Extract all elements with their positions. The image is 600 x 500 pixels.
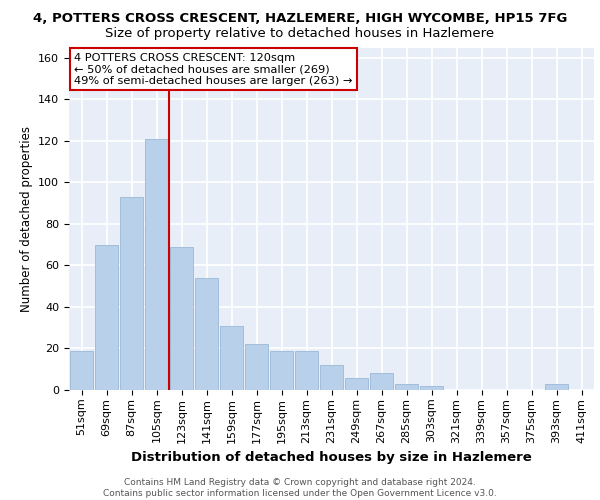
- Bar: [370, 374, 393, 390]
- Bar: [145, 139, 168, 390]
- Text: 4, POTTERS CROSS CRESCENT, HAZLEMERE, HIGH WYCOMBE, HP15 7FG: 4, POTTERS CROSS CRESCENT, HAZLEMERE, HI…: [33, 12, 567, 26]
- Bar: [170, 247, 193, 390]
- Bar: [95, 244, 118, 390]
- Bar: [245, 344, 268, 390]
- Bar: [395, 384, 418, 390]
- Bar: [120, 197, 143, 390]
- Bar: [220, 326, 243, 390]
- Y-axis label: Number of detached properties: Number of detached properties: [20, 126, 32, 312]
- Text: Size of property relative to detached houses in Hazlemere: Size of property relative to detached ho…: [106, 28, 494, 40]
- X-axis label: Distribution of detached houses by size in Hazlemere: Distribution of detached houses by size …: [131, 451, 532, 464]
- Bar: [320, 365, 343, 390]
- Bar: [545, 384, 568, 390]
- Bar: [295, 350, 318, 390]
- Bar: [195, 278, 218, 390]
- Bar: [420, 386, 443, 390]
- Bar: [70, 350, 93, 390]
- Text: Contains HM Land Registry data © Crown copyright and database right 2024.
Contai: Contains HM Land Registry data © Crown c…: [103, 478, 497, 498]
- Bar: [345, 378, 368, 390]
- Bar: [270, 350, 293, 390]
- Text: 4 POTTERS CROSS CRESCENT: 120sqm
← 50% of detached houses are smaller (269)
49% : 4 POTTERS CROSS CRESCENT: 120sqm ← 50% o…: [74, 52, 353, 86]
